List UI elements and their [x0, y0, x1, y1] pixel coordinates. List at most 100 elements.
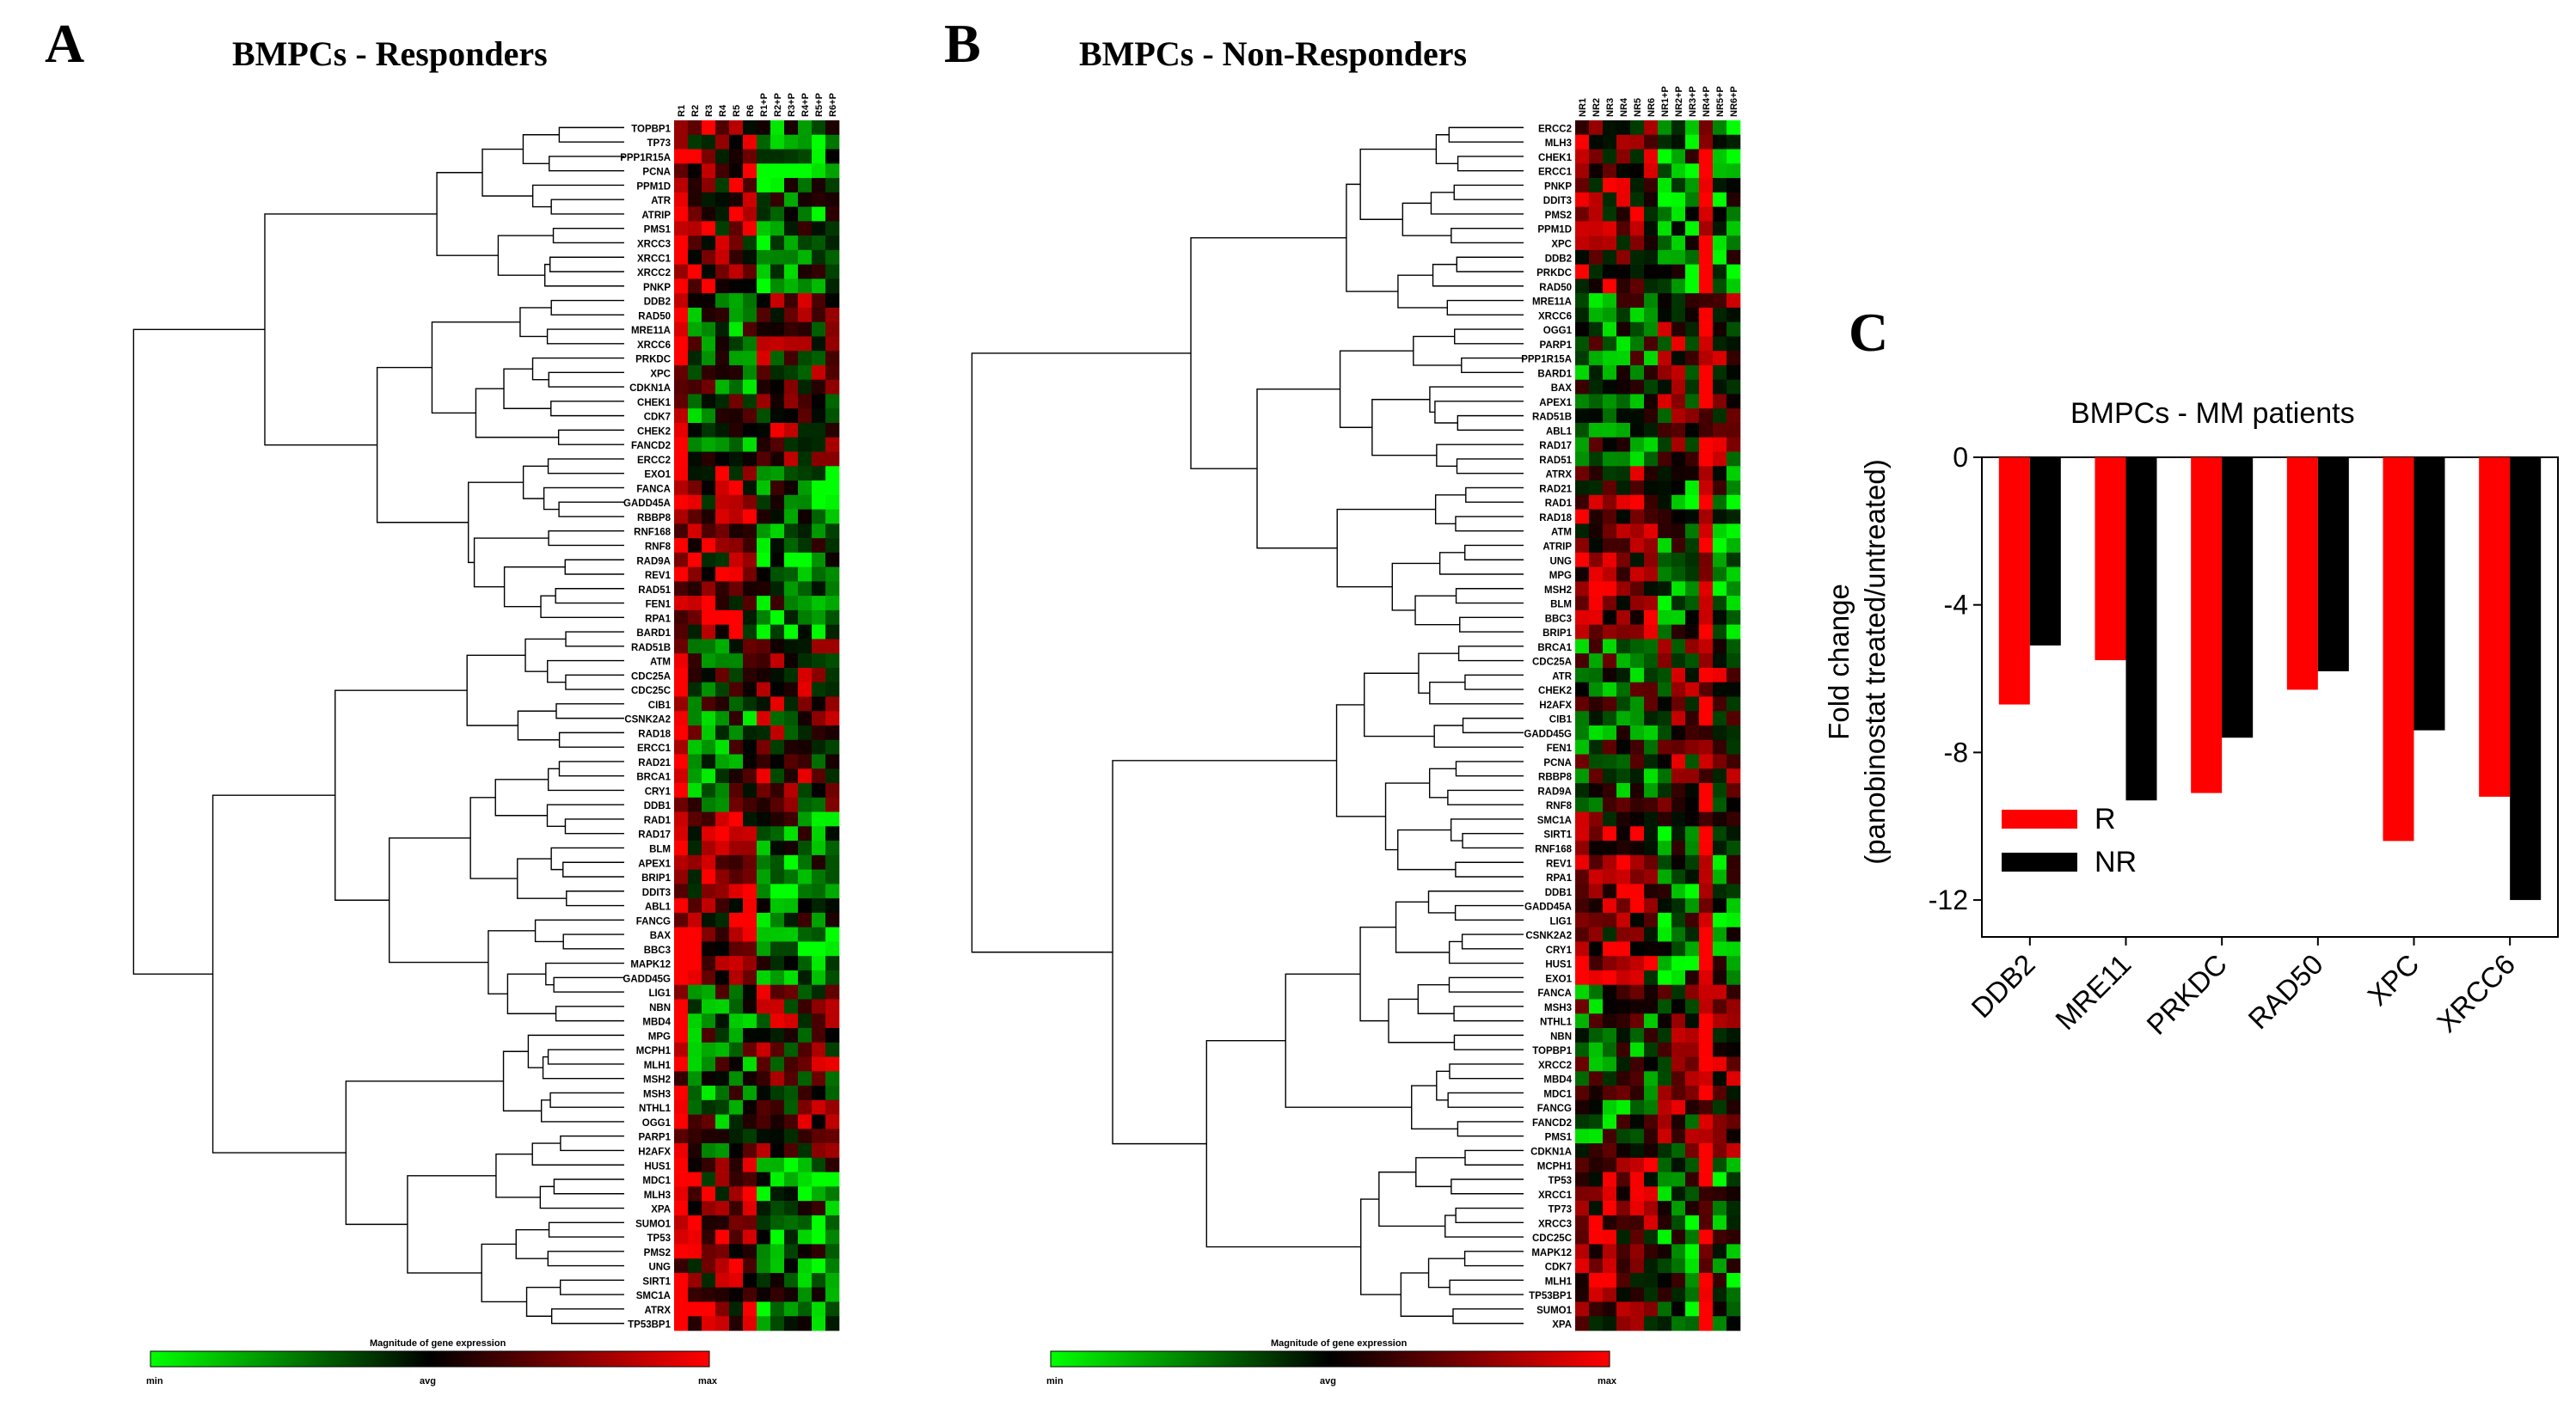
heatmap-cell — [1685, 538, 1700, 554]
heatmap-cell — [1727, 941, 1741, 957]
heatmap-cell — [1589, 552, 1604, 567]
heatmap-cell — [1589, 696, 1604, 712]
heatmap-cell — [729, 1229, 744, 1245]
gene-label: H2AFX — [638, 1148, 671, 1158]
heatmap-cell — [770, 1042, 785, 1057]
heatmap-cell — [743, 364, 757, 381]
heatmap-cell — [1630, 538, 1645, 554]
heatmap-cell — [715, 826, 730, 842]
dendrogram-branch — [1453, 1006, 1524, 1022]
heatmap-cell — [1603, 984, 1617, 1000]
heatmap-cell — [1630, 1201, 1645, 1216]
heatmap-cell — [729, 956, 744, 971]
heatmap-cell — [715, 1186, 730, 1202]
heatmap-cell — [729, 1172, 744, 1187]
heatmap-cell — [1685, 984, 1700, 1000]
dendrogram-branch — [1447, 789, 1524, 805]
gene-label: SUMO1 — [1536, 1306, 1573, 1316]
x-tick-label: XRCC6 — [2431, 948, 2521, 1038]
heatmap-cell — [1685, 797, 1700, 812]
heatmap-cell — [1616, 826, 1631, 842]
heatmap-cell — [1727, 1071, 1741, 1086]
heatmap-cell — [1603, 1099, 1617, 1115]
dendrogram-branch — [553, 1178, 624, 1195]
heatmap-cell — [1685, 192, 1700, 207]
heatmap-cell — [1644, 379, 1659, 395]
heatmap-cell — [729, 336, 744, 352]
heatmap-cell — [743, 826, 757, 842]
heatmap-cell — [688, 206, 702, 222]
heatmap-cell — [798, 682, 813, 697]
heatmap-cell — [1630, 725, 1645, 741]
heatmap-cell — [784, 480, 799, 496]
heatmap-cell — [674, 379, 689, 395]
heatmap-cell — [715, 1215, 730, 1230]
heatmap-cell — [702, 423, 716, 438]
heatmap-cell — [702, 394, 716, 409]
heatmap-cell — [1658, 956, 1672, 971]
heatmap-cell — [1575, 408, 1590, 424]
heatmap-cell — [1630, 336, 1645, 352]
heatmap-cell — [1699, 1086, 1714, 1101]
heatmap-cell — [674, 653, 689, 669]
heatmap-cell — [1727, 437, 1741, 452]
heatmap-cell — [1685, 1258, 1700, 1274]
heatmap-cell — [743, 696, 757, 712]
heatmap-cell — [688, 480, 702, 496]
heatmap-cell — [702, 278, 716, 294]
heatmap-cell — [770, 682, 785, 697]
heatmap-cell — [798, 970, 813, 986]
heatmap-cell — [757, 206, 771, 222]
heatmap-cell — [674, 364, 689, 381]
heatmap-cell — [729, 609, 744, 625]
heatmap-cell — [770, 1316, 785, 1331]
heatmap-cell — [770, 1301, 785, 1317]
heatmap-cell — [825, 1056, 840, 1072]
heatmap-cell — [1658, 1215, 1672, 1230]
gene-label: RBBP8 — [1538, 773, 1573, 783]
heatmap-cell — [812, 1114, 826, 1129]
heatmap-cell — [702, 1086, 716, 1101]
heatmap-cell — [1644, 912, 1659, 927]
heatmap-cell — [1713, 884, 1727, 899]
heatmap-cell — [1575, 509, 1590, 524]
heatmap-cell — [1630, 206, 1645, 222]
heatmap-cell — [1713, 711, 1727, 726]
heatmap-cell — [1685, 811, 1700, 827]
heatmap-cell — [825, 1215, 840, 1230]
heatmap-cell — [1671, 178, 1686, 193]
heatmap-cell — [1713, 178, 1727, 193]
heatmap-cell — [1671, 984, 1686, 1000]
heatmap-cell — [674, 236, 689, 251]
heatmap-cell — [715, 725, 730, 741]
dendrogram-branch — [550, 1308, 624, 1325]
heatmap-cell — [770, 1244, 785, 1259]
heatmap-cell — [1658, 1129, 1672, 1144]
dendrogram-branch — [1461, 357, 1524, 374]
panel-a-title: BMPCs - Responders — [232, 34, 548, 73]
heatmap-cell — [1713, 278, 1727, 294]
heatmap-cell — [812, 163, 826, 179]
heatmap-cell — [757, 624, 771, 640]
heatmap-cell — [1713, 826, 1727, 842]
heatmap-cell — [674, 249, 689, 265]
heatmap-cell — [757, 149, 771, 164]
heatmap-cell — [1699, 1201, 1714, 1216]
heatmap-cell — [715, 754, 730, 769]
heatmap-cell — [674, 423, 689, 438]
heatmap-cell — [702, 754, 716, 769]
heatmap-cell — [702, 667, 716, 683]
heatmap-cell — [1727, 1056, 1741, 1072]
dendrogram-branch — [547, 659, 624, 683]
heatmap-cell — [784, 797, 799, 812]
heatmap-cell — [743, 1316, 757, 1331]
heatmap-cell — [757, 984, 771, 1000]
heatmap-cell — [1644, 149, 1659, 164]
heatmap-cell — [729, 221, 744, 236]
heatmap-cell — [1658, 624, 1672, 640]
heatmap-cell — [757, 956, 771, 971]
heatmap-cell — [1616, 768, 1631, 784]
heatmap-cell — [1575, 999, 1590, 1014]
heatmap-cell — [812, 624, 826, 640]
heatmap-cell — [1671, 1287, 1686, 1302]
